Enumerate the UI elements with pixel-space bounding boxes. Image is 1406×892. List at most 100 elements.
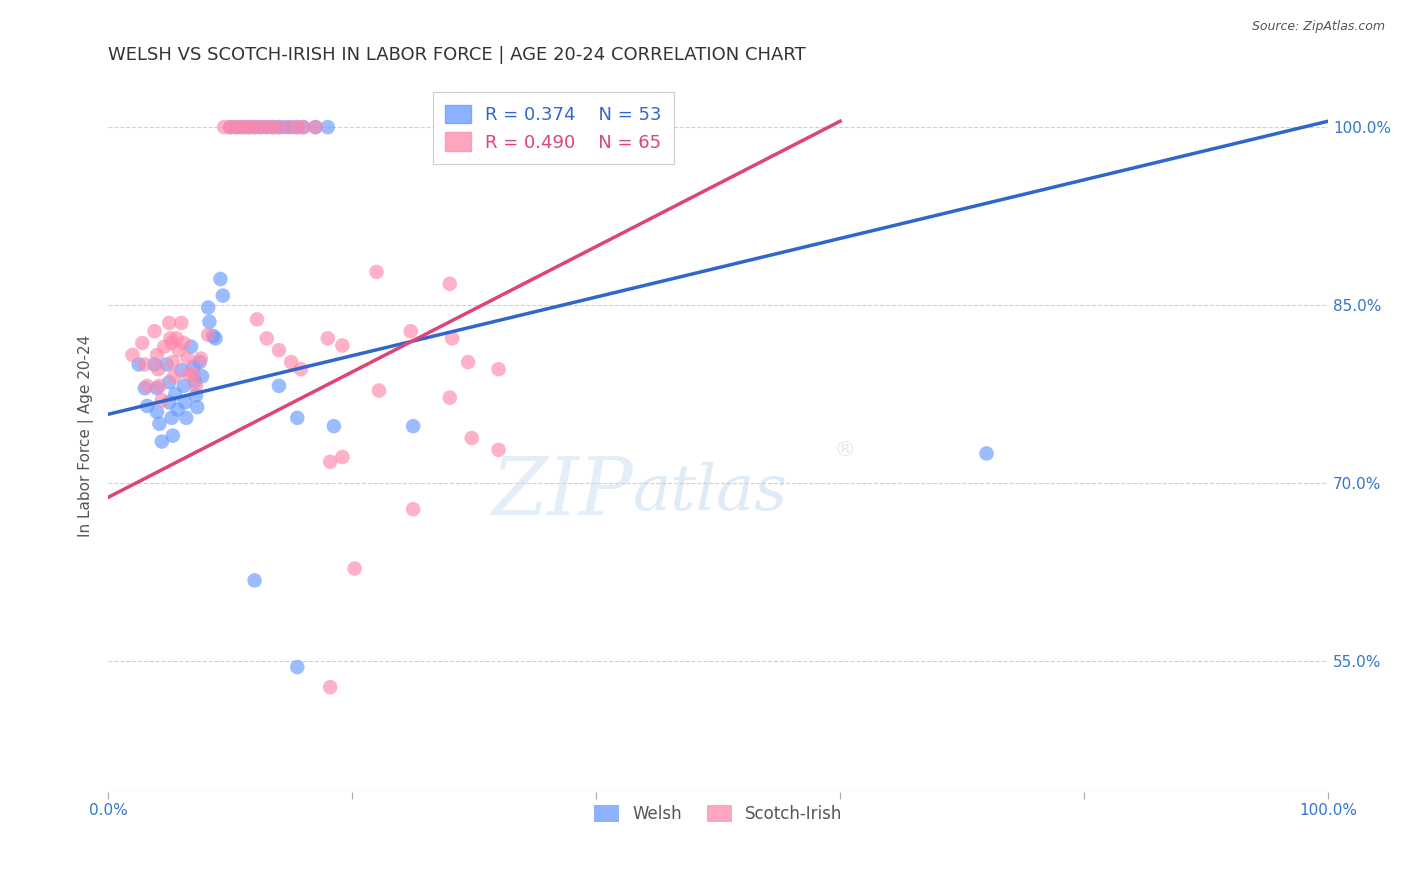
Point (267, 379, 290, 393)
Point (441, 331, 464, 345)
Point (256, 120, 278, 135)
Point (146, 405, 169, 419)
Text: ®: ® (834, 440, 856, 460)
Point (167, 343, 190, 358)
Point (229, 120, 252, 135)
Point (280, 120, 302, 135)
Point (243, 120, 266, 135)
Point (579, 120, 602, 135)
Point (488, 362, 510, 376)
Point (166, 331, 188, 345)
Point (267, 343, 290, 358)
Point (274, 120, 297, 135)
Point (150, 434, 173, 449)
Point (277, 120, 299, 135)
Point (173, 336, 195, 351)
Point (176, 351, 198, 366)
Point (246, 312, 269, 326)
Point (121, 348, 143, 362)
Point (517, 120, 540, 135)
Point (262, 120, 284, 135)
Point (191, 369, 214, 384)
Point (157, 316, 180, 330)
Point (184, 388, 207, 402)
Point (316, 331, 339, 345)
Point (211, 288, 233, 302)
Point (285, 120, 308, 135)
Point (170, 316, 193, 330)
Point (198, 315, 221, 329)
Text: atlas: atlas (633, 462, 787, 524)
Point (439, 391, 461, 405)
Point (204, 331, 226, 345)
Point (304, 120, 326, 135)
Point (136, 379, 159, 393)
Point (188, 355, 211, 369)
Point (134, 358, 156, 372)
Point (136, 399, 159, 413)
Point (184, 374, 207, 388)
Point (183, 359, 205, 374)
Point (399, 324, 422, 338)
Point (233, 120, 256, 135)
Point (280, 355, 302, 369)
Point (148, 417, 170, 431)
Point (292, 120, 315, 135)
Point (598, 120, 620, 135)
Point (148, 379, 170, 393)
Point (319, 455, 342, 469)
Point (238, 120, 260, 135)
Point (157, 395, 180, 409)
Point (262, 120, 284, 135)
Point (316, 120, 339, 135)
Point (128, 358, 150, 372)
Point (292, 120, 315, 135)
Point (290, 362, 312, 376)
Point (231, 120, 253, 135)
Point (439, 277, 461, 291)
Point (146, 348, 169, 362)
Point (322, 419, 344, 434)
Point (332, 338, 354, 352)
Point (183, 367, 205, 381)
Point (976, 446, 998, 460)
Point (131, 336, 153, 351)
Point (219, 120, 242, 135)
Point (285, 120, 308, 135)
Point (304, 120, 326, 135)
Point (285, 410, 308, 425)
Point (174, 410, 197, 425)
Point (163, 369, 186, 384)
Point (256, 120, 278, 135)
Point (368, 384, 391, 398)
Point (153, 340, 176, 354)
Point (156, 358, 179, 372)
Point (366, 265, 388, 279)
Legend: Welsh, Scotch-Irish: Welsh, Scotch-Irish (588, 798, 849, 830)
Point (143, 324, 166, 338)
Point (160, 336, 183, 351)
Point (243, 574, 266, 588)
Point (249, 120, 271, 135)
Point (209, 272, 232, 286)
Point (212, 120, 235, 135)
Point (180, 340, 202, 354)
Point (402, 502, 425, 516)
Y-axis label: In Labor Force | Age 20-24: In Labor Force | Age 20-24 (79, 334, 94, 537)
Point (146, 381, 169, 395)
Point (460, 431, 482, 445)
Point (174, 395, 197, 409)
Point (184, 379, 207, 393)
Point (249, 120, 271, 135)
Point (239, 120, 262, 135)
Point (165, 387, 187, 401)
Point (190, 351, 212, 366)
Point (488, 442, 510, 457)
Point (267, 120, 290, 135)
Point (343, 561, 366, 575)
Point (197, 327, 219, 342)
Point (186, 400, 208, 414)
Point (554, 120, 576, 135)
Point (162, 355, 184, 369)
Point (225, 120, 247, 135)
